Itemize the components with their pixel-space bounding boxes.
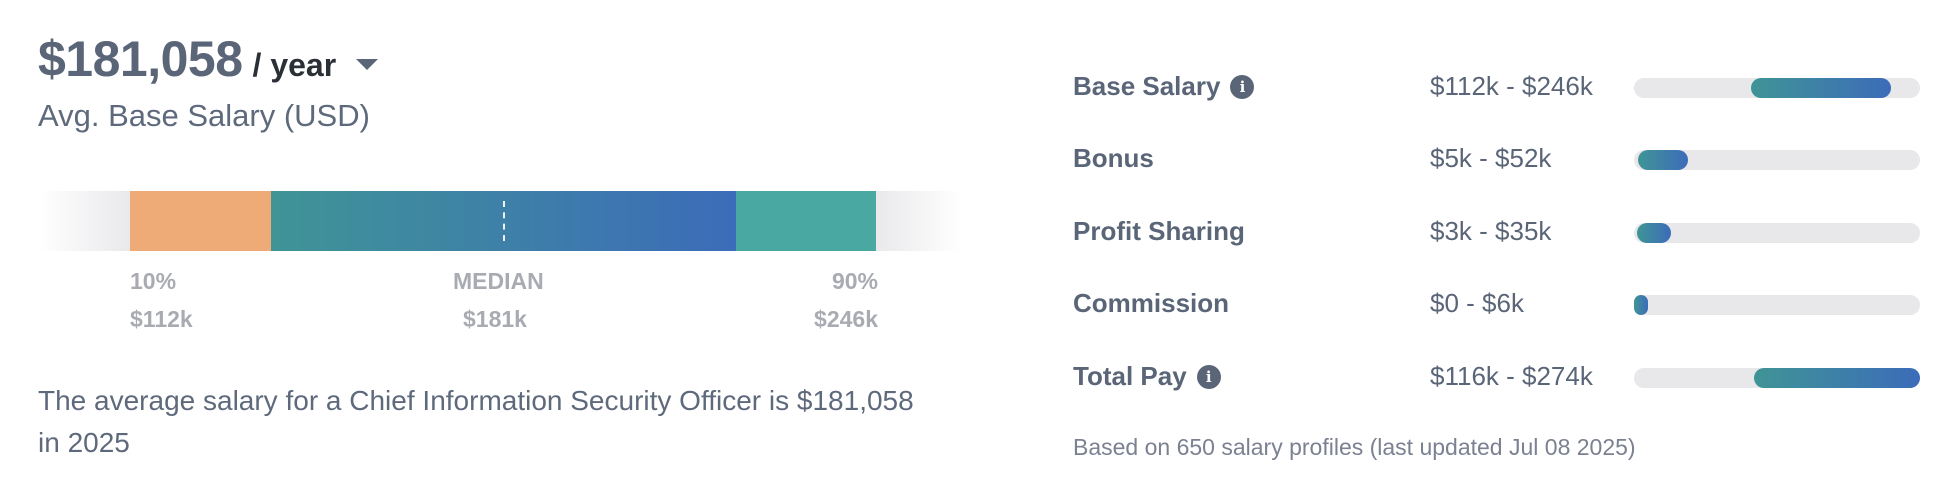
salary-range-bar [38,191,962,251]
range-fade-left [38,191,130,251]
range-segment-middle [271,191,736,251]
component-bar-fill [1636,223,1672,243]
component-bar-commission [1634,295,1920,315]
median-label: MEDIAN [453,268,544,294]
range-segment-high [736,191,876,251]
component-bar-bonus [1634,150,1920,170]
data-source-footnote: Based on 650 salary profiles (last updat… [1073,434,1636,460]
average-salary-amount: $181,058 [38,31,243,87]
component-range-base-salary: $112k - $246k [1430,71,1593,101]
component-range-profit-sharing: $3k - $35k [1430,216,1552,246]
salary-headline: $181,058 / year [38,30,379,88]
component-bar-total-pay [1634,368,1920,388]
range-fade-right [876,191,962,251]
component-name-bonus: Bonus [1073,143,1154,174]
percentile-90-label: 90% [831,268,878,294]
info-icon[interactable]: i [1230,74,1255,99]
info-icon[interactable]: i [1196,364,1221,389]
component-range-bonus: $5k - $52k [1430,143,1552,173]
percentile-10-label: 10% [130,268,177,294]
component-label: Bonus [1073,143,1154,173]
median-value: $181k [463,306,527,332]
caret-down-icon[interactable] [356,59,379,70]
component-bar-base-salary [1634,78,1920,98]
component-label: Commission [1073,288,1230,318]
pay-period-label[interactable]: / year [252,47,337,83]
component-label: Total Pay [1073,361,1187,391]
component-bar-fill [1754,368,1920,388]
salary-subtitle: Avg. Base Salary (USD) [38,98,370,133]
component-label: Base Salary [1073,71,1221,101]
component-range-commission: $0 - $6k [1430,288,1524,318]
percentile-10-value: $112k [130,306,193,332]
component-name-profit-sharing: Profit Sharing [1073,216,1245,247]
component-bar-fill [1638,150,1689,170]
component-name-base-salary: Base Salary i [1073,71,1255,102]
range-segment-low [130,191,271,251]
component-bar-profit-sharing [1634,223,1920,243]
salary-summary-text: The average salary for a Chief Informati… [38,385,914,458]
component-bar-fill [1634,295,1649,315]
component-name-total-pay: Total Pay i [1073,361,1221,392]
component-bar-fill [1751,78,1892,98]
component-name-commission: Commission [1073,288,1229,319]
median-marker [503,201,505,241]
percentile-90-value: $246k [814,306,878,332]
component-label: Profit Sharing [1073,216,1245,246]
component-range-total-pay: $116k - $274k [1430,361,1593,391]
